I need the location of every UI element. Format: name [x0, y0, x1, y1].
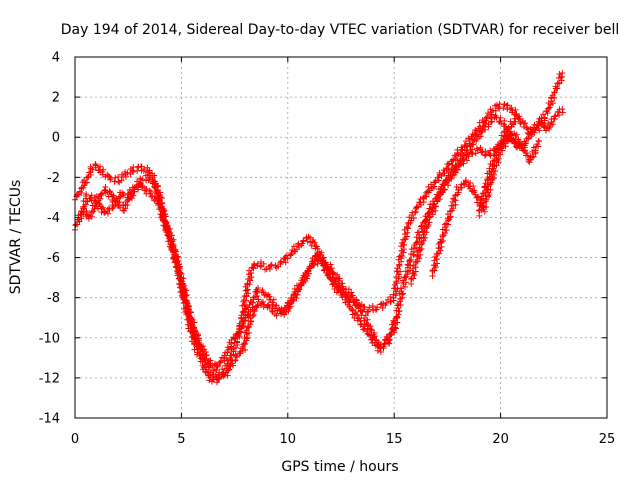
y-tick-label: 0 — [52, 131, 60, 146]
data-point — [413, 209, 419, 215]
series-track-b — [72, 106, 566, 373]
y-tick-label: 4 — [52, 51, 60, 66]
x-tick-label: 10 — [280, 432, 297, 447]
data-point — [232, 357, 238, 363]
y-tick-label: -12 — [39, 371, 60, 386]
data-point — [396, 308, 402, 314]
y-tick-label: -2 — [47, 171, 60, 186]
x-tick-label: 0 — [71, 432, 79, 447]
y-axis-ticks: 4 2 0 -2 -4 -6 -8 -10 -12 -14 — [39, 51, 607, 427]
data-point — [430, 267, 436, 273]
data-point — [258, 264, 264, 270]
y-tick-label: -10 — [39, 331, 60, 346]
data-point — [419, 223, 425, 229]
y-tick-label: 2 — [52, 91, 60, 106]
data-point — [551, 95, 557, 101]
y-axis-label: SDTVAR / TECUs — [8, 180, 24, 295]
sdtvar-chart: Day 194 of 2014, Sidereal Day-to-day VTE… — [0, 0, 640, 480]
data-point — [490, 158, 496, 164]
x-axis-ticks: 0 5 10 15 20 25 — [71, 57, 615, 447]
data-point — [273, 302, 279, 308]
series-track-c — [78, 181, 400, 382]
x-tick-label: 20 — [492, 432, 509, 447]
x-tick-label: 15 — [386, 432, 403, 447]
data-point — [244, 287, 250, 293]
data-point — [476, 213, 482, 219]
data-point — [559, 106, 565, 112]
data-point — [425, 210, 431, 216]
y-tick-label: -4 — [47, 211, 60, 226]
data-point — [360, 327, 366, 333]
x-tick-label: 25 — [599, 432, 616, 447]
data-point — [409, 275, 415, 281]
y-tick-label: -6 — [47, 251, 60, 266]
data-point — [206, 377, 212, 383]
x-axis-label: GPS time / hours — [281, 459, 398, 475]
data-point — [138, 164, 144, 170]
data-point — [521, 121, 527, 127]
grid-lines — [75, 57, 607, 418]
data-point — [559, 70, 565, 76]
y-tick-label: -14 — [39, 412, 60, 427]
data-point — [547, 105, 553, 111]
chart-title: Day 194 of 2014, Sidereal Day-to-day VTE… — [61, 22, 620, 38]
x-tick-label: 5 — [177, 432, 185, 447]
data-point — [414, 205, 420, 211]
plot-frame — [75, 57, 607, 418]
data-point — [370, 303, 376, 309]
y-tick-label: -8 — [47, 291, 60, 306]
